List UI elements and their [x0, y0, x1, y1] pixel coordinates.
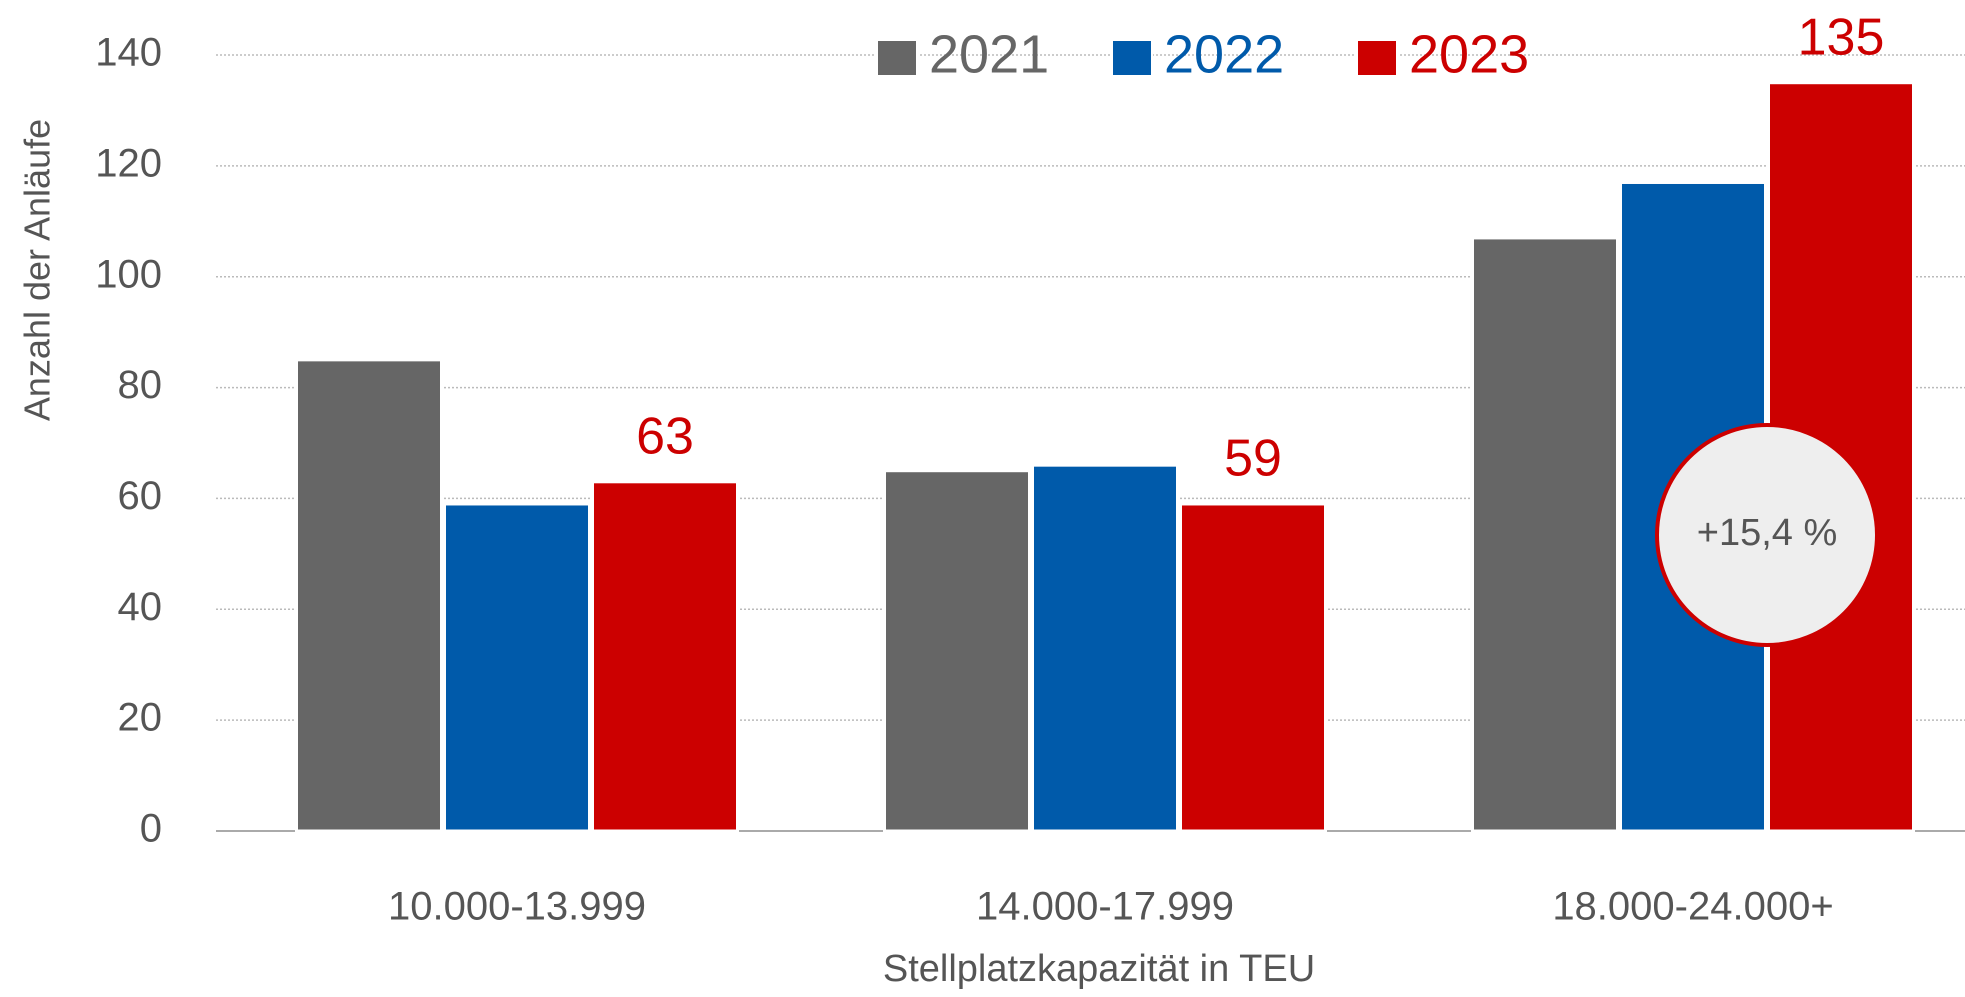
x-axis-title: Stellplatzkapazität in TEU [883, 948, 1315, 990]
data-label: 59 [1224, 430, 1282, 488]
x-tick-label: 14.000-17.999 [976, 885, 1234, 929]
legend-label: 2021 [929, 24, 1049, 84]
bar [443, 502, 591, 833]
y-tick-label: 100 [95, 252, 162, 296]
annotation: +15,4 % [1697, 512, 1838, 554]
x-tick-label: 10.000-13.999 [388, 885, 646, 929]
bar [883, 469, 1031, 833]
data-label: 63 [636, 408, 694, 466]
legend-label: 2022 [1164, 24, 1284, 84]
x-tick-label: 18.000-24.000+ [1552, 885, 1833, 929]
y-tick-label: 80 [118, 363, 163, 407]
bar [1031, 463, 1179, 833]
y-tick-label: 140 [95, 31, 162, 75]
y-tick-label: 0 [140, 807, 162, 851]
legend-swatch [1356, 39, 1398, 77]
y-tick-label: 60 [118, 474, 163, 518]
legend-label: 2023 [1409, 24, 1529, 84]
bar [591, 480, 739, 833]
y-tick-label: 120 [95, 141, 162, 185]
bar [1179, 502, 1327, 833]
y-tick-label: 20 [118, 696, 163, 740]
annotation-circle [1655, 423, 1879, 647]
y-axis-title: Anzahl der Anläufe [17, 119, 58, 421]
y-tick-label: 40 [118, 585, 163, 629]
legend-swatch [876, 39, 918, 77]
bar [1471, 236, 1619, 833]
bar [295, 358, 443, 833]
legend-swatch [1111, 39, 1153, 77]
data-label: 135 [1798, 8, 1885, 66]
